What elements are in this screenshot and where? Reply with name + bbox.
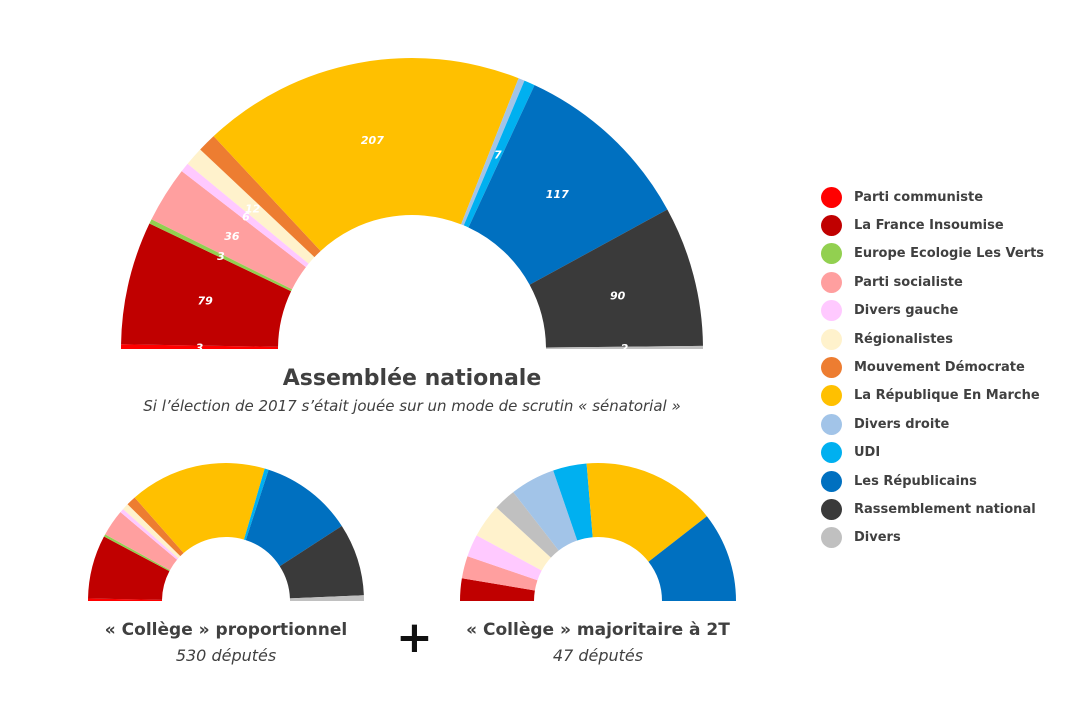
seat-wedge (213, 58, 519, 251)
seat-wedge (245, 469, 342, 567)
proportional-chart-title: « Collège » proportionnel (104, 620, 348, 640)
legend-label: Mouvement Démocrate (854, 360, 1025, 376)
seat-wedge (88, 598, 163, 601)
seat-wedge (187, 149, 315, 264)
legend-label: UDI (854, 445, 881, 461)
seat-wedge (149, 219, 293, 292)
legend-item: Rassemblement national (821, 495, 1044, 523)
legend-item: La France Insoumise (821, 211, 1044, 239)
legend-item: Europe Ecologie Les Verts (821, 240, 1044, 268)
seat-count-label: 79 (197, 294, 213, 307)
seat-count-label: 3 (196, 341, 204, 354)
seat-wedge (476, 507, 551, 571)
seat-wedge (513, 470, 578, 551)
seat-wedge (463, 80, 535, 228)
legend-item: Mouvement Démocrate (821, 353, 1044, 381)
majoritarian-hemicycle (460, 463, 736, 601)
seat-wedge (460, 578, 535, 601)
seat-count-label: 2 (621, 342, 629, 355)
legend-label: Divers gauche (854, 303, 959, 319)
seat-wedge (200, 136, 321, 258)
legend-swatch (821, 527, 842, 549)
seat-wedge (181, 163, 309, 268)
legend-swatch (821, 243, 842, 265)
seat-wedge (648, 516, 736, 601)
main-chart-title: Assemblée nationale (282, 366, 542, 391)
legend-item: UDI (821, 439, 1044, 467)
legend-swatch (821, 215, 842, 237)
legend-item: Parti communiste (821, 183, 1044, 211)
legend-item: Divers (821, 524, 1044, 552)
legend-swatch (821, 442, 842, 464)
seat-count-label: 90 (610, 289, 626, 302)
seat-count-label: 36 (224, 230, 240, 243)
seat-wedge (88, 536, 170, 600)
seat-wedge (105, 512, 178, 571)
legend-swatch (821, 498, 842, 520)
main-chart-subtitle: Si l’élection de 2017 s’était jouée sur … (143, 397, 681, 415)
majoritarian-chart-title: « Collège » majoritaire à 2T (466, 620, 730, 640)
legend-label: Parti communiste (854, 189, 984, 205)
plus-sign: + (396, 612, 433, 663)
seat-wedge (461, 78, 525, 226)
legend-swatch (821, 271, 842, 293)
legend-item: Parti socialiste (821, 268, 1044, 296)
legend-item: Divers gauche (821, 297, 1044, 325)
legend-item: Divers droite (821, 410, 1044, 438)
legend: Parti communiste La France Insoumise Eur… (821, 183, 1044, 552)
seat-count-label: 3 (217, 250, 225, 263)
seat-count-label: 6 (242, 210, 250, 223)
seat-wedge (468, 85, 668, 285)
seat-wedge (279, 525, 364, 599)
seat-wedge (243, 468, 269, 541)
seat-wedge (120, 509, 179, 560)
legend-item: La République En Marche (821, 382, 1044, 410)
seat-count-label: 7 (494, 149, 502, 162)
seat-wedge (123, 504, 181, 559)
seat-wedge (461, 556, 538, 591)
legend-label: Divers droite (854, 416, 950, 432)
proportional-hemicycle (88, 463, 364, 601)
legend-label: Régionalistes (854, 331, 953, 347)
seat-wedge (121, 344, 279, 349)
legend-swatch (821, 357, 842, 379)
legend-label: Divers (854, 530, 901, 546)
proportional-chart-subtitle: 530 députés (175, 646, 277, 665)
seat-wedge (545, 345, 703, 349)
legend-swatch (821, 413, 842, 435)
seat-count-label: 12 (245, 202, 261, 215)
legend-label: Rassemblement national (854, 501, 1036, 517)
legend-label: Les Républicains (854, 473, 977, 489)
seat-wedge (121, 223, 292, 347)
seat-wedge (134, 463, 265, 554)
seat-wedge (289, 595, 364, 601)
legend-label: La France Insoumise (854, 218, 1004, 234)
seat-count-label: 117 (546, 188, 569, 201)
legend-item: Les Républicains (821, 467, 1044, 495)
seat-wedge (553, 463, 593, 541)
seat-wedge (586, 463, 707, 562)
legend-label: Europe Ecologie Les Verts (854, 246, 1045, 262)
legend-swatch (821, 385, 842, 407)
seat-wedge (467, 535, 542, 581)
seat-wedge (529, 209, 703, 348)
legend-item: Régionalistes (821, 325, 1044, 353)
majoritarian-chart-subtitle: 47 députés (552, 646, 644, 665)
seat-wedge (127, 497, 184, 557)
legend-swatch (821, 328, 842, 350)
legend-label: Parti socialiste (854, 274, 963, 290)
legend-swatch (821, 470, 842, 492)
seat-wedge (103, 534, 170, 572)
legend-swatch (821, 186, 842, 208)
seat-count-label: 207 (361, 134, 384, 147)
legend-swatch (821, 300, 842, 322)
seat-wedge (496, 492, 559, 558)
legend-label: La République En Marche (854, 388, 1040, 404)
seat-wedge (151, 171, 306, 290)
